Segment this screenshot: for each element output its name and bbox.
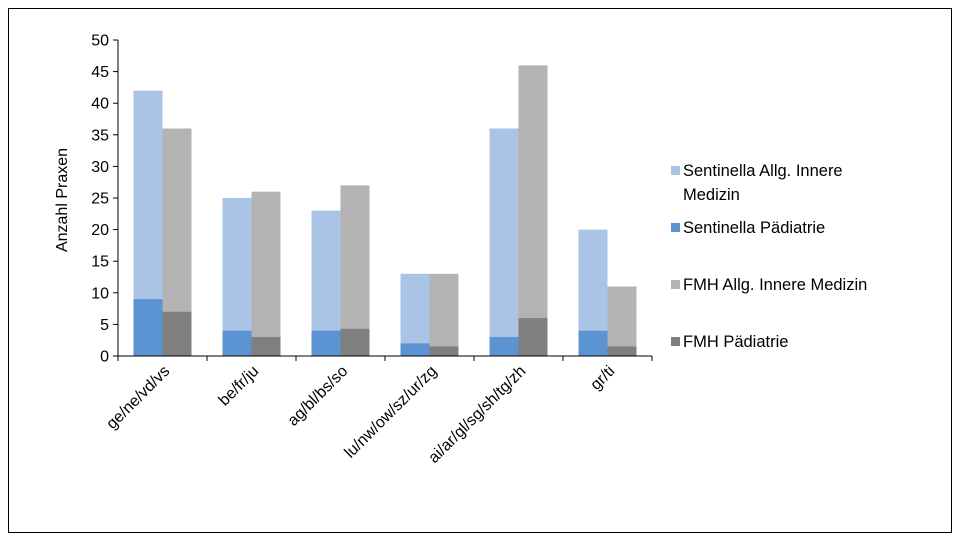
bar-fmh-allg-innere-medizin-4 — [518, 65, 548, 357]
y-tick-label: 5 — [100, 317, 109, 334]
legend-swatch — [671, 337, 680, 346]
x-tick-label: be/fr/ju — [216, 363, 263, 410]
bar-fmh-paediatrie-0 — [162, 311, 192, 356]
bar-sentinella-paediatrie-5 — [578, 330, 608, 356]
legend-label: Medizin — [683, 186, 740, 204]
bar-fmh-paediatrie-5 — [607, 346, 637, 356]
bar-fmh-allg-innere-medizin-5 — [607, 286, 637, 356]
y-tick-label: 30 — [91, 159, 109, 176]
bar-sentinella-paediatrie-4 — [489, 337, 519, 356]
bar-fmh-paediatrie-4 — [518, 318, 548, 356]
y-tick-label: 50 — [91, 33, 109, 50]
bars-group — [133, 65, 637, 357]
bar-fmh-allg-innere-medizin-2 — [340, 185, 370, 356]
y-tick-label: 10 — [91, 285, 109, 302]
x-tick-label: ai/ar/gl/sg/sh/tg/zh — [425, 363, 529, 467]
bar-fmh-allg-innere-medizin-1 — [251, 191, 281, 356]
x-tick-label: ge/ne/vd/vs — [103, 363, 173, 433]
bar-sentinella-paediatrie-2 — [311, 330, 341, 356]
bar-sentinella-allg-innere-medizin-3 — [400, 273, 430, 356]
legend-label: FMH Allg. Innere Medizin — [683, 276, 867, 294]
y-tick-label: 40 — [91, 96, 109, 113]
bar-sentinella-paediatrie-3 — [400, 343, 430, 356]
bar-sentinella-paediatrie-0 — [133, 299, 163, 356]
chart-frame — [8, 8, 952, 533]
legend: Sentinella Allg. Innere Medizin Sentinella… — [671, 162, 867, 351]
bar-sentinella-paediatrie-1 — [222, 330, 252, 356]
y-tick-label: 0 — [100, 349, 109, 366]
y-tick-label: 15 — [91, 254, 109, 271]
legend-label: Sentinella Pädiatrie — [683, 219, 825, 237]
y-tick-label: 20 — [91, 222, 109, 239]
legend-label: Sentinella Allg. Innere — [683, 162, 843, 180]
x-tick-label: ag/bl/bs/so — [285, 363, 352, 430]
legend-swatch — [671, 280, 680, 289]
x-tick-label: gr/ti — [587, 363, 618, 394]
bar-sentinella-allg-innere-medizin-1 — [222, 198, 252, 356]
bar-fmh-paediatrie-3 — [429, 346, 459, 356]
bar-sentinella-allg-innere-medizin-4 — [489, 128, 519, 356]
legend-swatch — [671, 223, 680, 232]
y-axis-label: Anzahl Praxen — [54, 148, 71, 252]
y-tick-label: 45 — [91, 64, 109, 81]
bar-fmh-allg-innere-medizin-3 — [429, 273, 459, 356]
bar-fmh-paediatrie-1 — [251, 337, 281, 356]
legend-swatch — [671, 166, 680, 175]
x-tick-label: lu/nw/ow/sz/ur/zg — [342, 363, 441, 462]
legend-label: FMH Pädiatrie — [683, 333, 788, 351]
bar-fmh-paediatrie-2 — [340, 328, 370, 356]
y-tick-label: 35 — [91, 127, 109, 144]
y-tick-label: 25 — [91, 191, 109, 208]
